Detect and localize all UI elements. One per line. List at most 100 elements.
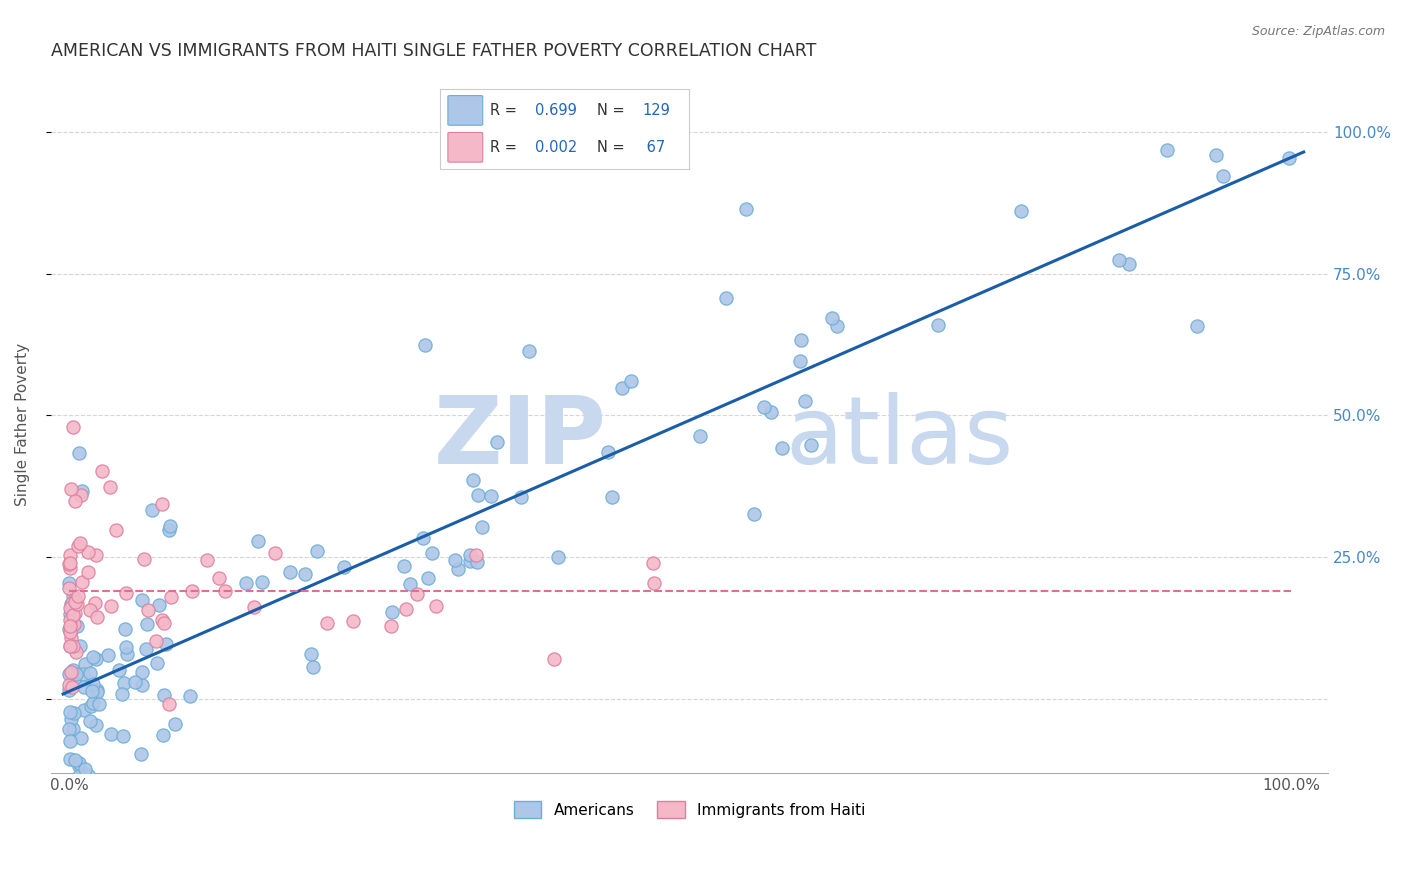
Point	[77, 545, 100, 559]
Point	[86, 609, 108, 624]
Point	[689, 429, 711, 443]
Point	[790, 334, 813, 348]
Point	[150, 613, 173, 627]
Point	[84, 717, 107, 731]
Point	[458, 554, 481, 568]
Point	[79, 819, 101, 833]
Point	[761, 405, 783, 419]
Point	[108, 663, 131, 677]
Point	[380, 619, 402, 633]
Point	[62, 616, 84, 631]
Y-axis label: Single Father Poverty: Single Father Poverty	[15, 343, 30, 506]
Point	[59, 561, 82, 575]
Point	[62, 663, 84, 677]
Point	[342, 614, 364, 628]
Point	[416, 571, 439, 585]
Point	[59, 607, 82, 621]
Text: Source: ZipAtlas.com: Source: ZipAtlas.com	[1251, 25, 1385, 38]
Point	[420, 546, 443, 560]
Point	[76, 565, 98, 579]
Point	[77, 768, 100, 782]
Point	[129, 747, 152, 761]
Point	[60, 665, 83, 679]
Point	[100, 599, 122, 614]
Point	[146, 656, 169, 670]
Point	[60, 623, 83, 637]
Point	[447, 562, 470, 576]
Point	[59, 548, 82, 562]
Point	[79, 714, 101, 728]
Point	[215, 780, 238, 794]
Point	[141, 503, 163, 517]
Point	[299, 647, 322, 661]
Point	[394, 558, 416, 573]
Point	[67, 445, 90, 459]
Point	[1010, 204, 1032, 219]
Point	[59, 613, 82, 627]
Point	[73, 703, 96, 717]
Point	[63, 606, 86, 620]
Point	[62, 608, 84, 623]
Point	[115, 585, 138, 599]
Point	[73, 762, 96, 776]
Point	[399, 577, 422, 591]
Point	[412, 531, 434, 545]
Point	[58, 581, 80, 595]
Point	[84, 548, 107, 562]
Point	[115, 640, 138, 654]
Point	[80, 699, 103, 714]
Point	[467, 488, 489, 502]
Point	[63, 595, 86, 609]
Point	[58, 667, 80, 681]
Point	[316, 616, 339, 631]
Point	[479, 489, 502, 503]
Point	[87, 698, 110, 712]
Point	[62, 706, 84, 720]
Point	[179, 689, 201, 703]
Point	[247, 534, 270, 549]
Point	[770, 441, 793, 455]
Point	[62, 639, 84, 653]
Point	[1212, 169, 1234, 183]
Point	[406, 587, 429, 601]
Point	[59, 600, 82, 615]
Point	[294, 566, 316, 581]
Point	[131, 665, 153, 680]
Point	[509, 490, 531, 504]
Point	[86, 683, 108, 698]
Point	[70, 488, 93, 502]
Point	[602, 490, 624, 504]
Point	[461, 473, 484, 487]
Point	[789, 353, 811, 368]
Point	[333, 559, 356, 574]
Point	[82, 696, 104, 710]
Point	[59, 625, 82, 640]
Point	[73, 680, 96, 694]
Point	[643, 576, 665, 591]
Point	[58, 623, 80, 637]
Text: atlas: atlas	[786, 392, 1014, 484]
Point	[59, 619, 82, 633]
Point	[62, 722, 84, 736]
Point	[112, 676, 135, 690]
Point	[620, 374, 643, 388]
Point	[443, 553, 465, 567]
Point	[1205, 147, 1227, 161]
Point	[58, 722, 80, 736]
Point	[69, 640, 91, 654]
Point	[100, 480, 122, 494]
Point	[148, 598, 170, 612]
Point	[84, 652, 107, 666]
Point	[67, 768, 90, 782]
Point	[243, 599, 266, 614]
Point	[59, 482, 82, 496]
Point	[70, 731, 93, 745]
Point	[60, 597, 83, 611]
Point	[134, 552, 156, 566]
Point	[66, 539, 89, 553]
Point	[165, 716, 187, 731]
Point	[62, 589, 84, 603]
Point	[485, 435, 508, 450]
Point	[97, 648, 120, 662]
Point	[415, 338, 437, 352]
